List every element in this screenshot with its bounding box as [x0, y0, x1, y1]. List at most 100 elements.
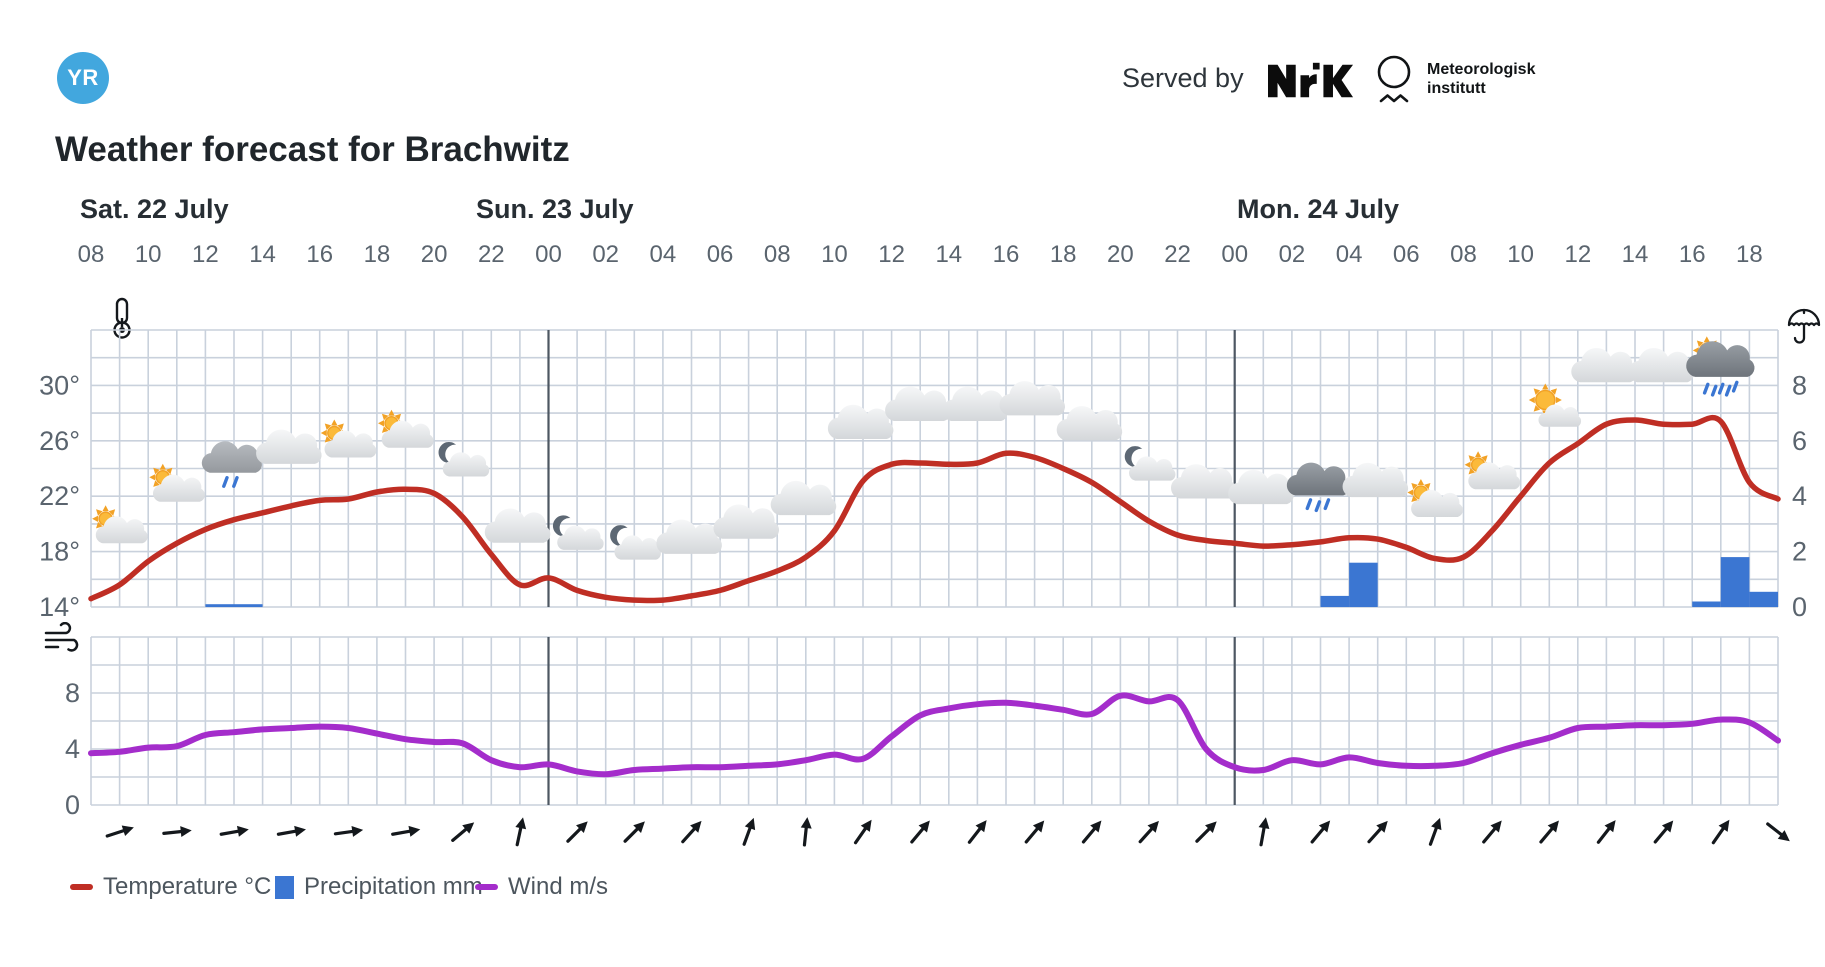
hour-label: 10: [821, 241, 848, 268]
wind-direction-arrow: [1367, 820, 1388, 844]
hour-label: 22: [478, 241, 505, 268]
hour-label: 00: [535, 241, 562, 268]
wind-direction-arrow: [623, 821, 645, 843]
hour-label: 08: [764, 241, 791, 268]
weather-icon-fair-night: [438, 441, 490, 477]
weather-icon-cloudy: [1342, 462, 1409, 498]
precipitation-bars: [205, 557, 1778, 607]
hour-label: 08: [1450, 241, 1477, 268]
hour-label: 22: [1164, 241, 1191, 268]
weather-icon-fair-day: [320, 419, 377, 458]
precip-bar: [1720, 557, 1750, 607]
hour-label: 16: [993, 241, 1020, 268]
met-name-line2: institutt: [1427, 80, 1486, 97]
wind-direction-arrow: [1653, 820, 1674, 844]
served-by-label: Served by: [1122, 63, 1244, 93]
weather-icon-cloudy: [827, 404, 894, 439]
weather-icon-fair-day: [92, 505, 148, 544]
hour-label: 18: [1736, 241, 1763, 268]
nrk-logo: [1268, 62, 1354, 98]
hour-label: 14: [935, 241, 962, 268]
grid: [90, 329, 1779, 806]
weather-icon-cloudy: [770, 480, 837, 516]
hour-label: 16: [306, 241, 333, 268]
wind-direction-arrow: [1081, 820, 1102, 844]
weather-icon-fair-night: [552, 515, 604, 550]
weather-icon-partly-day: [1528, 383, 1582, 427]
legend-precipitation: Precipitation mm: [275, 872, 483, 902]
weather-icon-cloudy: [999, 381, 1066, 416]
precip-bar: [205, 604, 234, 607]
wind-direction-arrow: [1258, 817, 1270, 847]
precip-bar: [1749, 591, 1778, 607]
wind-direction-arrow: [1195, 821, 1217, 843]
yr-logo[interactable]: YR: [57, 52, 109, 104]
legend-temperature: Temperature °C: [70, 872, 271, 902]
wind-axis-label: 4: [65, 734, 80, 764]
wind-legend-label: Wind m/s: [508, 873, 609, 900]
wind-axis-label: 8: [65, 678, 80, 708]
page-title: Weather forecast for Brachwitz: [55, 130, 570, 169]
hour-label: 12: [192, 241, 219, 268]
wind-direction-arrow: [219, 825, 249, 837]
wind-icon: [44, 622, 79, 652]
wind-direction-arrow: [451, 822, 475, 842]
weather-icon-cloudy: [1628, 347, 1695, 383]
hour-label: 06: [1393, 241, 1420, 268]
hour-label: 02: [592, 241, 619, 268]
temp-axis-label: 26°: [39, 426, 80, 456]
wind-direction-arrow: [276, 825, 306, 837]
precip-axis-label: 4: [1792, 481, 1807, 511]
weather-icon-fair-night: [1124, 446, 1176, 481]
hour-label: 02: [1279, 241, 1306, 268]
wind-direction-arrow: [1138, 820, 1159, 844]
wind-direction-arrow: [742, 817, 756, 846]
day-label: Sun. 23 July: [476, 194, 634, 224]
wind-direction-arrow: [1482, 820, 1502, 844]
wind-direction-arrow: [1310, 820, 1331, 844]
weather-icon-fair-day: [149, 463, 205, 502]
hour-label: 14: [249, 241, 276, 268]
weather-icon-fair-day: [1407, 479, 1463, 517]
hour-label: 10: [135, 241, 162, 268]
wind-direction-arrow: [1024, 820, 1045, 844]
wind-direction-arrow: [1428, 817, 1442, 846]
hour-label: 00: [1221, 241, 1248, 268]
precip-axis-label: 8: [1792, 370, 1807, 400]
temperature-swatch: [70, 884, 93, 890]
precip-bar: [1320, 595, 1350, 607]
wind-direction-arrow: [566, 821, 588, 843]
weather-icon-rain: [1286, 462, 1350, 513]
wind-direction-arrow: [800, 817, 812, 847]
hour-label: 16: [1679, 241, 1706, 268]
chart-legend: Temperature °C Precipitation mm Wind m/s: [0, 872, 1825, 912]
precip-bar: [234, 604, 263, 607]
hour-label: 14: [1622, 241, 1649, 268]
hour-label: 04: [1336, 241, 1363, 268]
weather-icon-fair-day: [378, 409, 434, 448]
temp-axis-label: 22°: [39, 481, 80, 511]
hour-label: 04: [650, 241, 677, 268]
weather-icon-cloudy: [1571, 347, 1637, 383]
wind-direction-arrow: [162, 826, 192, 838]
weather-icon-cloudy: [484, 508, 551, 543]
weather-icon-showers-day: [1686, 336, 1755, 397]
weather-icon-fair-night: [610, 525, 661, 560]
hour-label: 12: [878, 241, 905, 268]
weather-icon-cloudy: [713, 504, 780, 539]
met-institutt-logo: [1377, 55, 1411, 103]
wind-direction-arrow: [967, 820, 987, 844]
wind-direction-arrow: [853, 819, 872, 845]
met-name-line1: Meteorologisk: [1427, 61, 1536, 78]
day-label: Sat. 22 July: [80, 194, 229, 224]
weather-icon-cloudy: [656, 519, 722, 554]
wind-direction-arrow: [681, 820, 702, 844]
wind-direction-arrow: [105, 825, 134, 838]
wind-direction-arrow: [391, 825, 421, 837]
temperature-line: [88, 414, 1781, 604]
hour-label: 18: [1050, 241, 1077, 268]
hour-label: 20: [421, 241, 448, 268]
temp-axis-label: 30°: [39, 370, 80, 400]
